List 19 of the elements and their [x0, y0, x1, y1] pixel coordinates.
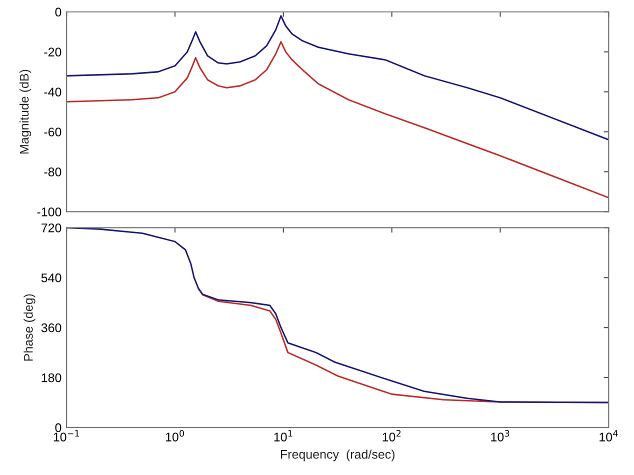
x-tick-label: 10$^{0}$: [166, 430, 184, 442]
y-axis-title: Phase (deg): [24, 294, 36, 361]
y-tick-label: 360: [41, 323, 62, 332]
y-tick-label: 720: [41, 223, 62, 232]
y-axis-title: Magnitude (dB): [19, 70, 32, 154]
y-tick-label: -40: [44, 88, 62, 96]
x-tick-label: 10$^{3}$: [491, 430, 510, 442]
y-tick-label: 540: [41, 273, 62, 282]
x-tick-label: 10$^{2}$: [382, 430, 401, 442]
x-tick-label: 10$^{1}$: [274, 430, 292, 442]
y-tick-label: -100: [37, 207, 62, 216]
y-tick-label: 0: [55, 8, 62, 17]
y-tick-label: -20: [44, 48, 62, 56]
y-tick-label: -60: [44, 128, 62, 136]
x-tick-label: 10$^{4}$: [600, 430, 618, 442]
y-tick-label: 180: [42, 373, 62, 382]
y-tick-label: -80: [44, 168, 62, 176]
y-tick-label: 0: [55, 423, 62, 432]
x-axis-title: Frequency (rad/sec): [280, 450, 394, 462]
